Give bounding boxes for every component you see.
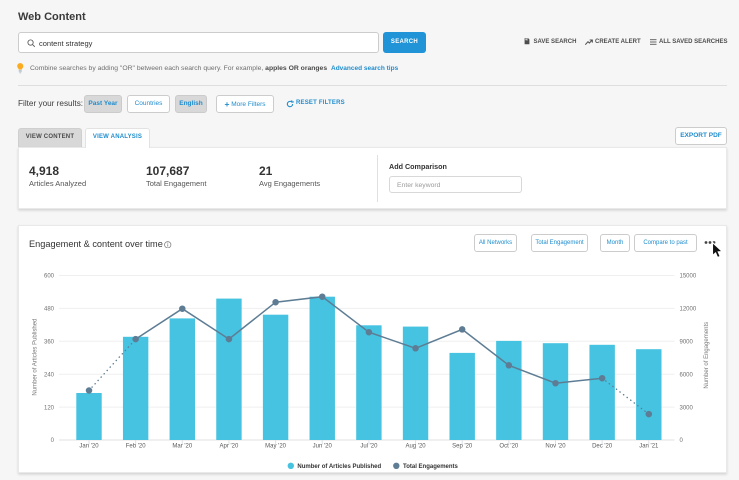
svg-text:480: 480: [44, 307, 55, 313]
svg-text:600: 600: [44, 274, 55, 280]
svg-text:0: 0: [680, 438, 684, 444]
svg-text:Mar '20: Mar '20: [172, 444, 192, 450]
svg-text:Jan '20: Jan '20: [79, 444, 99, 450]
svg-text:6000: 6000: [680, 372, 694, 378]
svg-text:Jul '20: Jul '20: [360, 444, 378, 450]
svg-text:Sep '20: Sep '20: [452, 444, 473, 450]
svg-text:Aug '20: Aug '20: [405, 444, 426, 450]
svg-text:Feb '20: Feb '20: [126, 444, 146, 450]
svg-text:3000: 3000: [680, 405, 694, 411]
svg-text:0: 0: [51, 438, 55, 444]
svg-text:Number of Engagements: Number of Engagements: [704, 322, 710, 389]
svg-text:Apr '20: Apr '20: [220, 444, 239, 450]
svg-text:9000: 9000: [680, 340, 694, 346]
svg-text:Total Engagements: Total Engagements: [403, 464, 459, 470]
svg-text:Number of Articles Published: Number of Articles Published: [297, 464, 381, 470]
svg-text:Jan '21: Jan '21: [639, 444, 659, 450]
svg-text:360: 360: [44, 340, 55, 346]
svg-text:120: 120: [44, 405, 55, 411]
svg-text:15000: 15000: [680, 274, 697, 280]
svg-text:Jun '20: Jun '20: [313, 444, 333, 450]
svg-text:240: 240: [44, 372, 55, 378]
svg-text:Number of Articles Published: Number of Articles Published: [33, 319, 39, 396]
svg-text:12000: 12000: [680, 307, 697, 313]
svg-text:Nov '20: Nov '20: [545, 444, 566, 450]
svg-text:May '20: May '20: [265, 444, 286, 450]
svg-text:Oct '20: Oct '20: [499, 444, 518, 450]
svg-text:Dec '20: Dec '20: [592, 444, 613, 450]
